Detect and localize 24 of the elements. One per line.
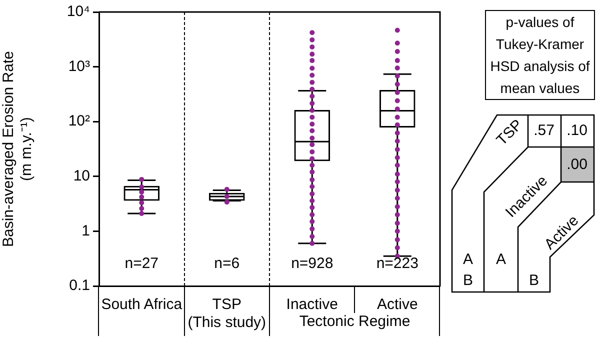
y-tick-label: 10 — [73, 168, 90, 185]
annotation: n=6 — [214, 255, 240, 272]
x-tick-label: Inactive — [286, 296, 338, 314]
x-tick-label: Active — [376, 296, 418, 314]
annotation: n=928 — [291, 255, 334, 272]
text: .00 — [566, 156, 588, 173]
annotation: n=27 — [124, 255, 159, 272]
text: p-values of Tukey-Kramer HSD analysis of mean values — [485, 10, 595, 100]
y-tick-label: 1 — [82, 222, 90, 240]
text: TSP — [493, 116, 526, 149]
x-tick-label: South Africa — [101, 296, 183, 314]
y-tick-label: 10² — [68, 112, 90, 130]
y-tick-label: 10³ — [68, 58, 90, 75]
y-axis-title: Basin-averaged Erosion Rate (m m.y.⁻¹) — [0, 51, 36, 247]
text: A — [496, 250, 506, 268]
annotation: n=223 — [376, 255, 418, 272]
text: A B — [462, 250, 474, 289]
text: Tectonic Regime — [299, 313, 410, 330]
text: .10 — [566, 122, 588, 139]
text: .57 — [534, 122, 554, 139]
y-tick-label: 0.1 — [69, 277, 90, 294]
text: B — [528, 272, 540, 289]
x-tick-label: TSP (This study) — [188, 296, 266, 332]
y-tick-label: 10⁴ — [66, 3, 90, 20]
